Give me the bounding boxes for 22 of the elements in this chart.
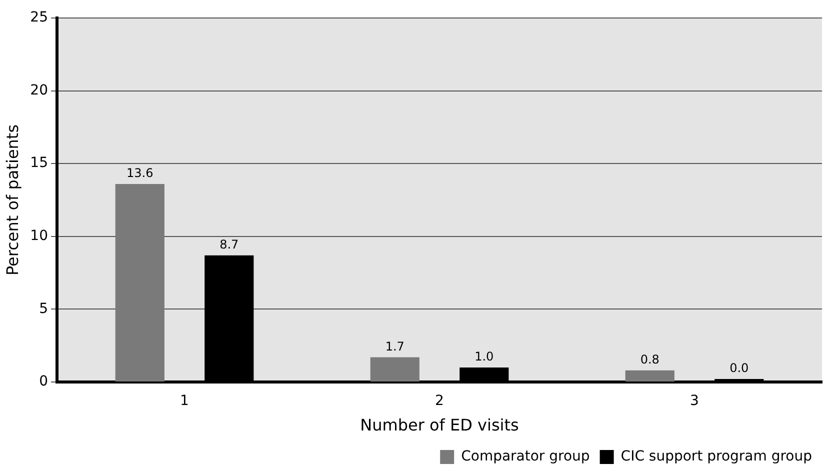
y-tick-label: 25 [30, 10, 48, 26]
bar [625, 370, 674, 382]
y-axis-title: Percent of patients [2, 124, 22, 276]
y-tick-label: 0 [39, 374, 48, 390]
y-tick-label: 10 [30, 228, 48, 244]
x-tick-label: 1 [180, 393, 189, 410]
y-tick-label: 15 [30, 155, 48, 172]
x-axis-title: Number of ED visits [360, 416, 519, 435]
data-label: 0.8 [640, 352, 660, 366]
data-label: 1.7 [385, 339, 404, 354]
data-label: 0.0 [730, 361, 749, 376]
x-tick-label: 2 [435, 393, 444, 410]
bar [370, 357, 420, 382]
legend-label: Comparator group [461, 448, 590, 465]
x-tick-label: 3 [690, 393, 699, 410]
data-label: 13.6 [126, 166, 154, 180]
legend-label: CIC support program group [620, 448, 812, 465]
y-tick-label: 20 [30, 82, 48, 98]
data-label: 1.0 [474, 350, 494, 364]
y-tick-label: 5 [39, 300, 48, 317]
data-label: 8.7 [220, 237, 239, 252]
bar [115, 184, 164, 382]
